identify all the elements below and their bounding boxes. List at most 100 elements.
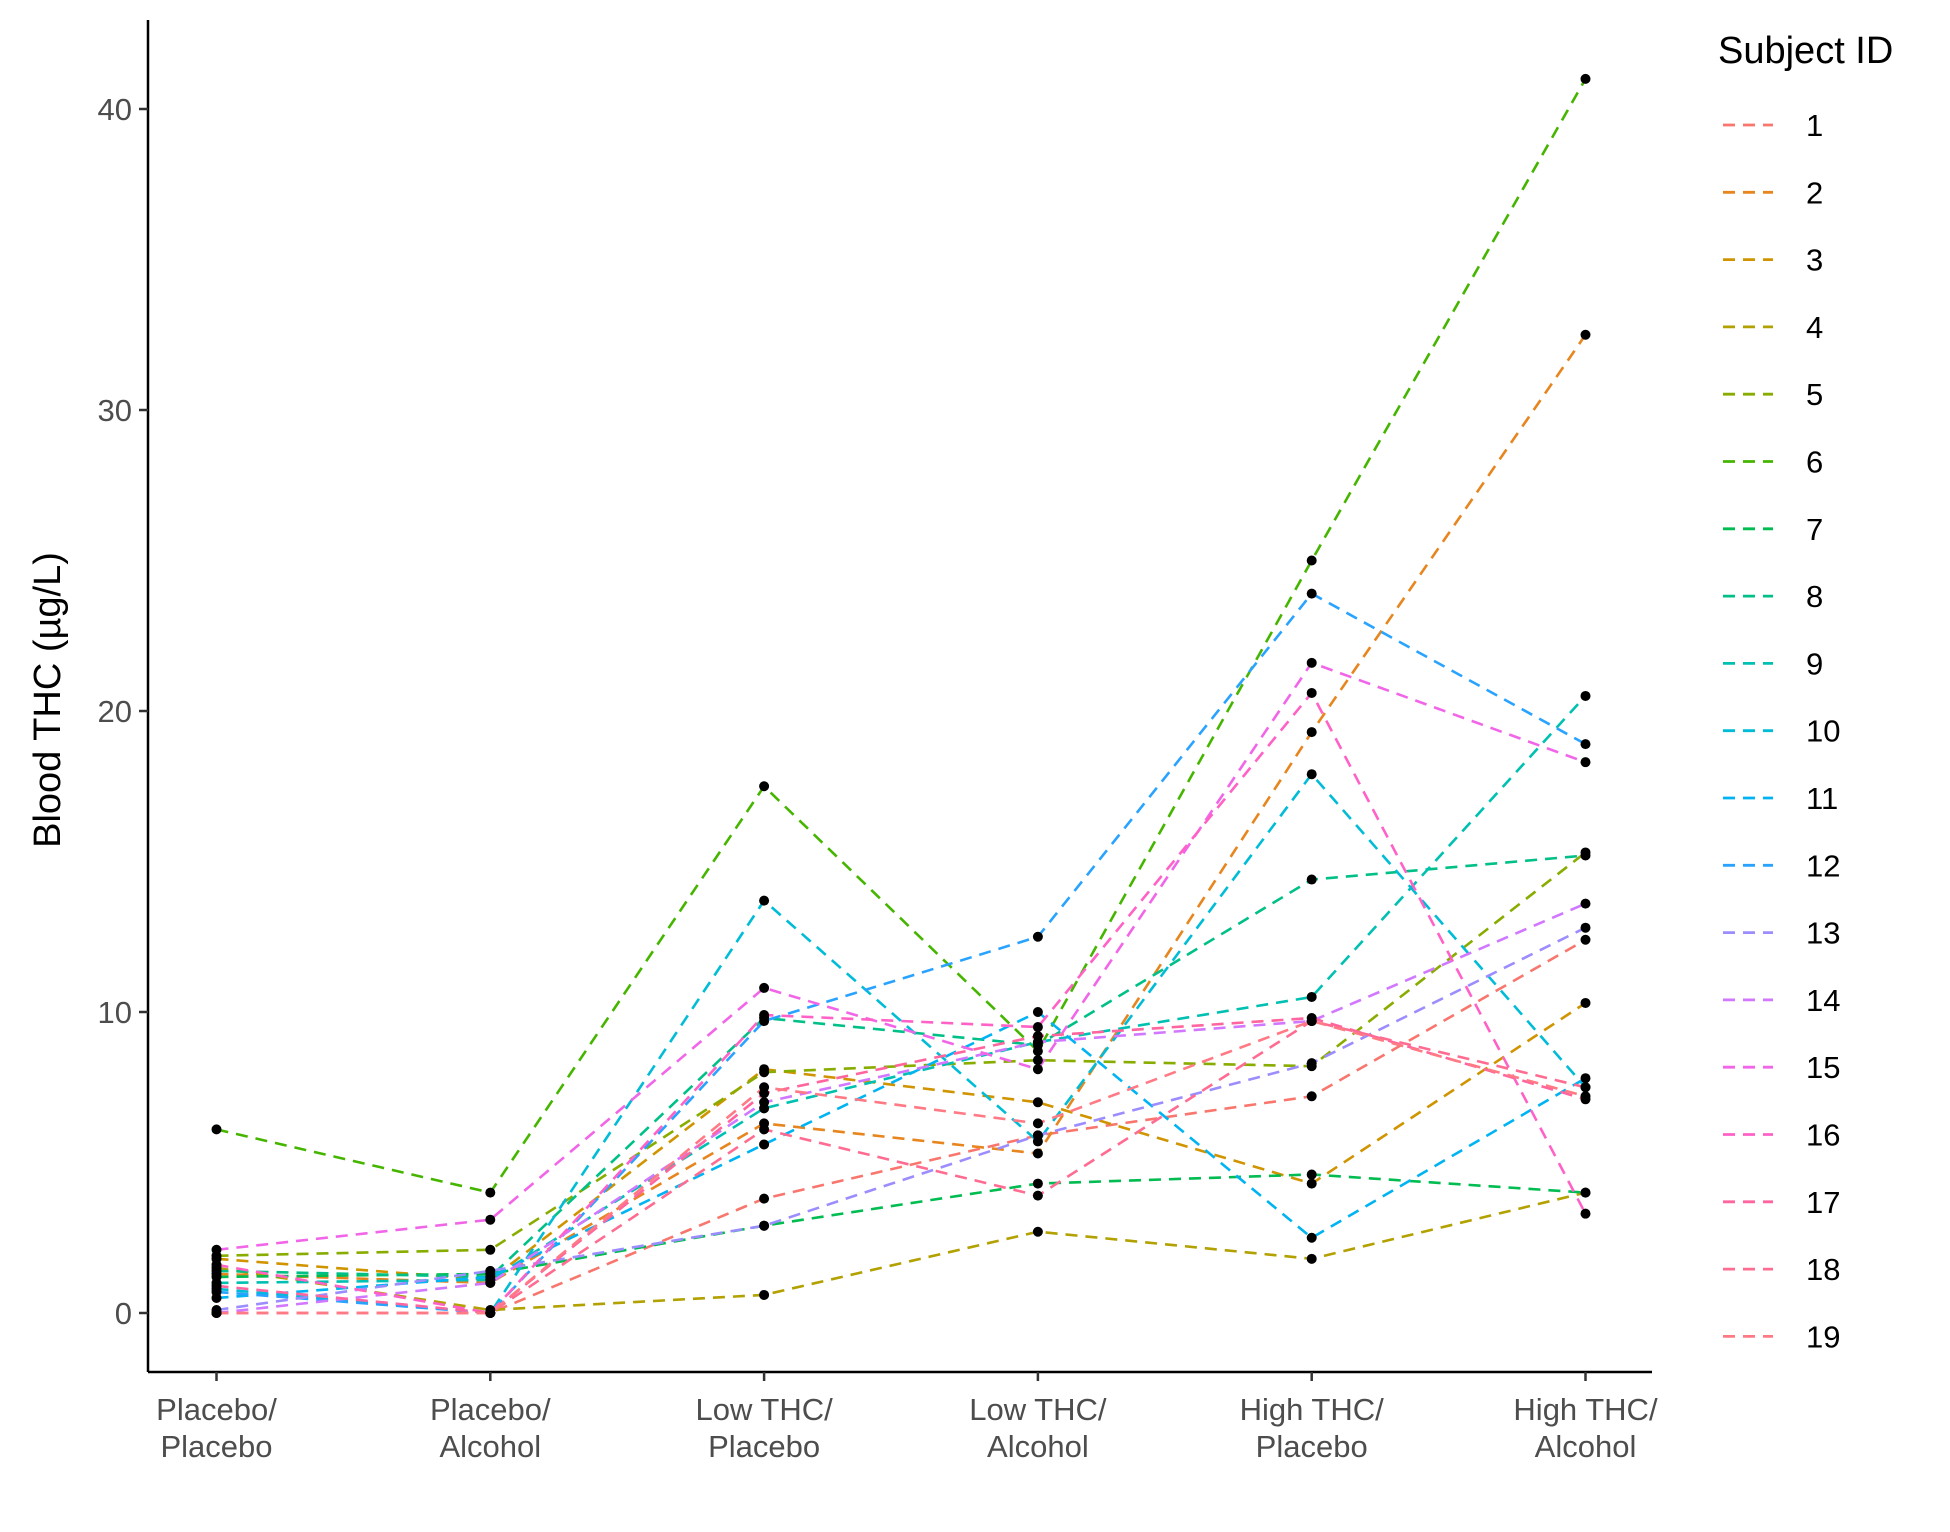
data-point-1 bbox=[759, 1193, 770, 1204]
data-point-13 bbox=[1580, 922, 1591, 933]
data-point-6 bbox=[211, 1124, 222, 1135]
series-line-4 bbox=[216, 1191, 1586, 1312]
series-line-5 bbox=[216, 851, 1587, 1258]
data-point-2 bbox=[1032, 1148, 1043, 1159]
data-point-11 bbox=[1306, 1232, 1317, 1243]
series-line-11 bbox=[216, 1010, 1587, 1300]
legend-label-13: 13 bbox=[1806, 916, 1840, 951]
data-point-18 bbox=[759, 1124, 770, 1135]
legend-label-18: 18 bbox=[1806, 1252, 1840, 1287]
data-point-16 bbox=[1580, 1208, 1591, 1219]
legend-label-5: 5 bbox=[1806, 377, 1823, 412]
x-ticks: Placebo/Placebo Placebo/Alcohol Low THC/Pl… bbox=[156, 1372, 1658, 1464]
data-point-2 bbox=[1306, 727, 1317, 738]
x-tick-label: Placebo/Placebo bbox=[156, 1392, 277, 1464]
data-point-5 bbox=[759, 1067, 770, 1078]
y-axis-title: Blood THC (µg/L) bbox=[27, 552, 69, 848]
legend-label-16: 16 bbox=[1806, 1118, 1840, 1153]
data-point-1 bbox=[1306, 1091, 1317, 1102]
data-point-3 bbox=[1306, 1178, 1317, 1189]
data-point-14 bbox=[1580, 898, 1591, 909]
data-point-13 bbox=[759, 1220, 770, 1231]
legend-label-4: 4 bbox=[1806, 310, 1823, 345]
series-line-6 bbox=[216, 78, 1587, 1195]
data-point-7 bbox=[1032, 1178, 1043, 1189]
data-point-16 bbox=[1032, 1022, 1043, 1033]
data-point-3 bbox=[1032, 1097, 1043, 1108]
data-point-17 bbox=[211, 1280, 222, 1291]
data-point-4 bbox=[1032, 1226, 1043, 1237]
data-point-15 bbox=[1032, 1064, 1043, 1075]
legend-label-11: 11 bbox=[1806, 781, 1838, 816]
data-point-3 bbox=[1580, 997, 1591, 1008]
y-tick-label: 10 bbox=[98, 995, 132, 1030]
data-point-11 bbox=[1580, 1073, 1591, 1084]
data-point-19 bbox=[759, 1082, 770, 1093]
data-point-4 bbox=[759, 1289, 770, 1300]
legend-label-7: 7 bbox=[1806, 512, 1823, 547]
legend-label-10: 10 bbox=[1806, 714, 1840, 749]
legend-label-19: 19 bbox=[1806, 1319, 1840, 1354]
data-point-19 bbox=[1032, 1118, 1043, 1129]
data-point-18 bbox=[1032, 1190, 1043, 1201]
data-point-5 bbox=[485, 1244, 496, 1255]
data-point-15 bbox=[485, 1214, 496, 1225]
series-line-15 bbox=[216, 661, 1586, 1252]
data-point-10 bbox=[759, 895, 770, 906]
series-lines bbox=[216, 78, 1587, 1315]
data-point-15 bbox=[759, 982, 770, 993]
data-point-7 bbox=[1306, 1169, 1317, 1180]
axes bbox=[146, 20, 1652, 1374]
data-point-13 bbox=[485, 1265, 496, 1276]
y-ticks: 0 10 20 30 40 bbox=[98, 92, 148, 1331]
x-tick-label: Low THC/Alcohol bbox=[969, 1392, 1107, 1464]
legend-label-8: 8 bbox=[1806, 579, 1823, 614]
data-point-19 bbox=[485, 1308, 496, 1318]
data-point-14 bbox=[759, 1097, 770, 1108]
legend-label-12: 12 bbox=[1806, 848, 1840, 883]
data-point-15 bbox=[1580, 757, 1591, 768]
data-point-11 bbox=[759, 1139, 770, 1150]
data-points bbox=[211, 73, 1591, 1318]
data-point-6 bbox=[1306, 555, 1317, 566]
data-point-6 bbox=[759, 781, 770, 792]
data-point-17 bbox=[1032, 1031, 1043, 1042]
series-line-9 bbox=[216, 695, 1587, 1285]
data-point-10 bbox=[1306, 769, 1317, 780]
data-point-13 bbox=[1306, 1058, 1317, 1069]
data-point-12 bbox=[1032, 931, 1043, 942]
legend-label-6: 6 bbox=[1806, 445, 1823, 480]
legend-label-3: 3 bbox=[1806, 243, 1823, 278]
data-point-12 bbox=[1580, 739, 1591, 750]
legend-title: Subject ID bbox=[1718, 30, 1893, 72]
data-point-15 bbox=[211, 1244, 222, 1255]
y-tick-label: 30 bbox=[98, 393, 132, 428]
data-point-16 bbox=[1306, 687, 1317, 698]
data-point-1 bbox=[1580, 934, 1591, 945]
data-point-14 bbox=[485, 1277, 496, 1288]
x-tick-label: Placebo/Alcohol bbox=[430, 1392, 551, 1464]
data-point-5 bbox=[1032, 1055, 1043, 1066]
data-point-16 bbox=[759, 1010, 770, 1021]
series-line-10 bbox=[216, 772, 1587, 1315]
series-line-2 bbox=[216, 334, 1587, 1285]
data-point-4 bbox=[1306, 1253, 1317, 1264]
data-point-11 bbox=[1032, 1007, 1043, 1017]
data-point-6 bbox=[485, 1187, 496, 1198]
legend-label-2: 2 bbox=[1806, 175, 1823, 210]
series-line-17 bbox=[216, 1016, 1586, 1315]
y-tick-label: 0 bbox=[115, 1296, 132, 1331]
y-tick-label: 40 bbox=[98, 92, 132, 127]
legend-label-15: 15 bbox=[1806, 1050, 1840, 1085]
legend-label-9: 9 bbox=[1806, 646, 1823, 681]
series-line-3 bbox=[216, 1001, 1587, 1282]
data-point-6 bbox=[1580, 73, 1591, 84]
data-point-15 bbox=[1306, 657, 1317, 668]
x-tick-label: High THC/Alcohol bbox=[1513, 1392, 1658, 1464]
series-line-1 bbox=[216, 938, 1587, 1315]
data-point-12 bbox=[1306, 588, 1317, 599]
data-point-8 bbox=[1580, 850, 1591, 861]
